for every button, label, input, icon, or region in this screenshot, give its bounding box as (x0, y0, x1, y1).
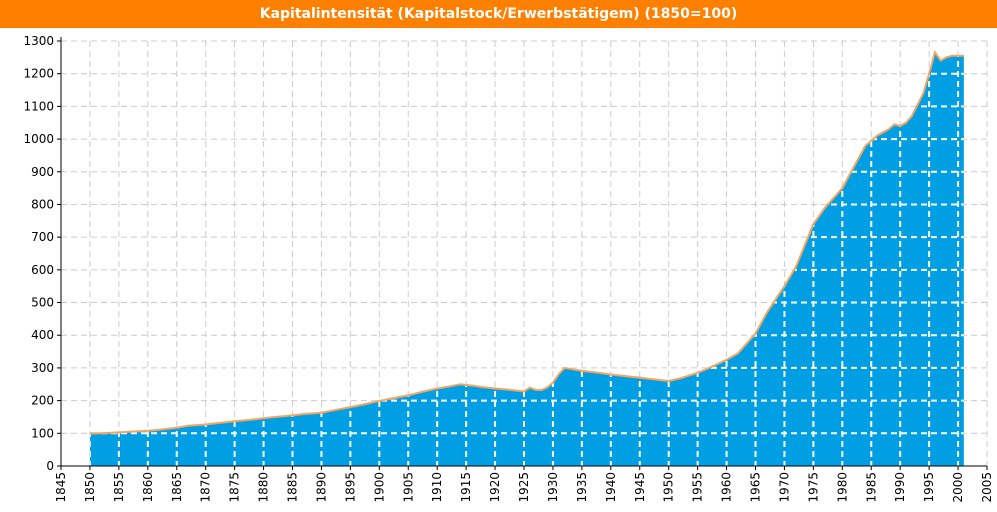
y-tick-label: 800 (31, 197, 54, 211)
y-axis-ticks: 0 100 200 300 400 500 600 700 800 900 1000 1100 1200… (23, 34, 61, 473)
x-tick-label: 1985 (864, 472, 878, 503)
x-tick-label: 2005 (980, 472, 994, 503)
y-tick-label: 200 (31, 394, 54, 408)
series-line (89, 50, 964, 435)
x-tick-label: 1955 (691, 472, 705, 503)
x-tick-label: 1870 (199, 472, 213, 503)
x-tick-label: 1980 (835, 472, 849, 503)
y-tick-label: 600 (31, 263, 54, 277)
x-tick-label: 1900 (372, 472, 386, 503)
y-tick-label: 1000 (23, 132, 54, 146)
x-tick-label: 1890 (314, 472, 328, 503)
y-tick-label: 1100 (23, 99, 54, 113)
x-tick-label: 1855 (112, 472, 126, 503)
x-tick-label: 1860 (141, 472, 155, 503)
x-tick-label: 1920 (488, 472, 502, 503)
x-tick-label: 1965 (749, 472, 763, 503)
x-tick-label: 1940 (604, 472, 618, 503)
x-tick-label: 1970 (777, 472, 791, 503)
x-tick-label: 2000 (951, 472, 965, 503)
y-tick-label: 400 (31, 328, 54, 342)
x-tick-label: 1885 (286, 472, 300, 503)
y-tick-label: 300 (31, 361, 54, 375)
horizontal-grid (61, 40, 987, 434)
x-tick-label: 1975 (806, 472, 820, 503)
x-tick-label: 1990 (893, 472, 907, 503)
y-tick-label: 100 (31, 426, 54, 440)
x-tick-label: 1850 (83, 472, 97, 503)
x-tick-label: 1865 (170, 472, 184, 503)
y-tick-label: 500 (31, 296, 54, 310)
chart-title: Kapitalintensität (Kapitalstock/Erwerbst… (0, 0, 997, 28)
x-tick-label: 1925 (517, 472, 531, 503)
x-tick-label: 1930 (546, 472, 560, 503)
x-axis-ticks: 1845 1850 1855 1860 1865 1870 1875 1880 1885 1890… (54, 466, 994, 503)
x-tick-label: 1905 (401, 472, 415, 503)
x-tick-label: 1995 (922, 472, 936, 503)
y-tick-label: 1200 (23, 67, 54, 81)
x-tick-label: 1875 (228, 472, 242, 503)
x-tick-label: 1910 (430, 472, 444, 503)
area-fill (89, 52, 964, 466)
x-tick-label: 1915 (459, 472, 473, 503)
y-tick-label: 700 (31, 230, 54, 244)
x-tick-label: 1935 (575, 472, 589, 503)
y-tick-label: 0 (46, 459, 54, 473)
x-tick-label: 1950 (662, 472, 676, 503)
y-tick-label: 1300 (23, 34, 54, 48)
x-tick-label: 1960 (720, 472, 734, 503)
x-tick-label: 1895 (343, 472, 357, 503)
x-tick-label: 1845 (54, 472, 68, 503)
x-tick-label: 1945 (633, 472, 647, 503)
x-tick-label: 1880 (257, 472, 271, 503)
y-tick-label: 900 (31, 165, 54, 179)
